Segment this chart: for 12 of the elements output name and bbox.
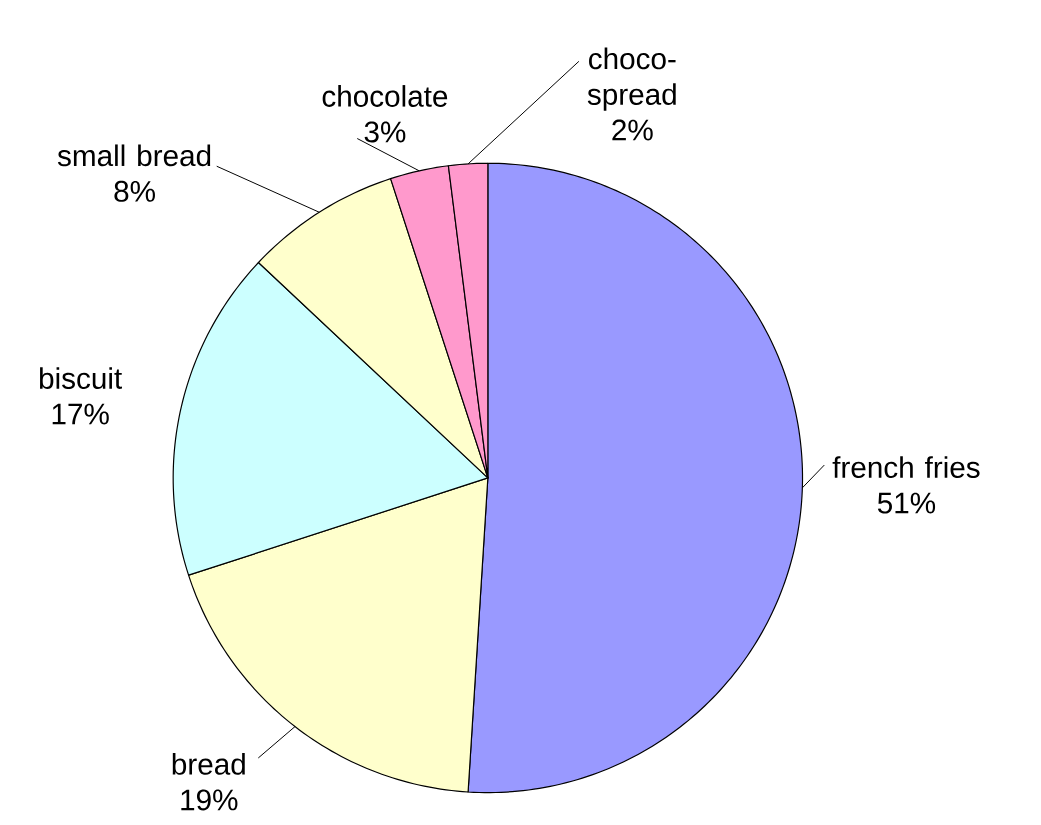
data-label: 19%	[181, 789, 238, 811]
data-label: 8%	[114, 180, 155, 202]
slice-label: choco-spread	[587, 47, 676, 111]
slice-label: small bread	[57, 144, 211, 167]
slice-label: french fries	[832, 456, 980, 478]
data-label: 51%	[877, 492, 936, 514]
slice-label: bread	[172, 752, 245, 775]
slice-label: chocolate	[322, 84, 448, 107]
data-label: 2%	[612, 119, 653, 141]
slice-label: biscuit	[40, 367, 122, 389]
data-label: 17%	[52, 403, 109, 425]
data-label: 3%	[364, 121, 406, 143]
